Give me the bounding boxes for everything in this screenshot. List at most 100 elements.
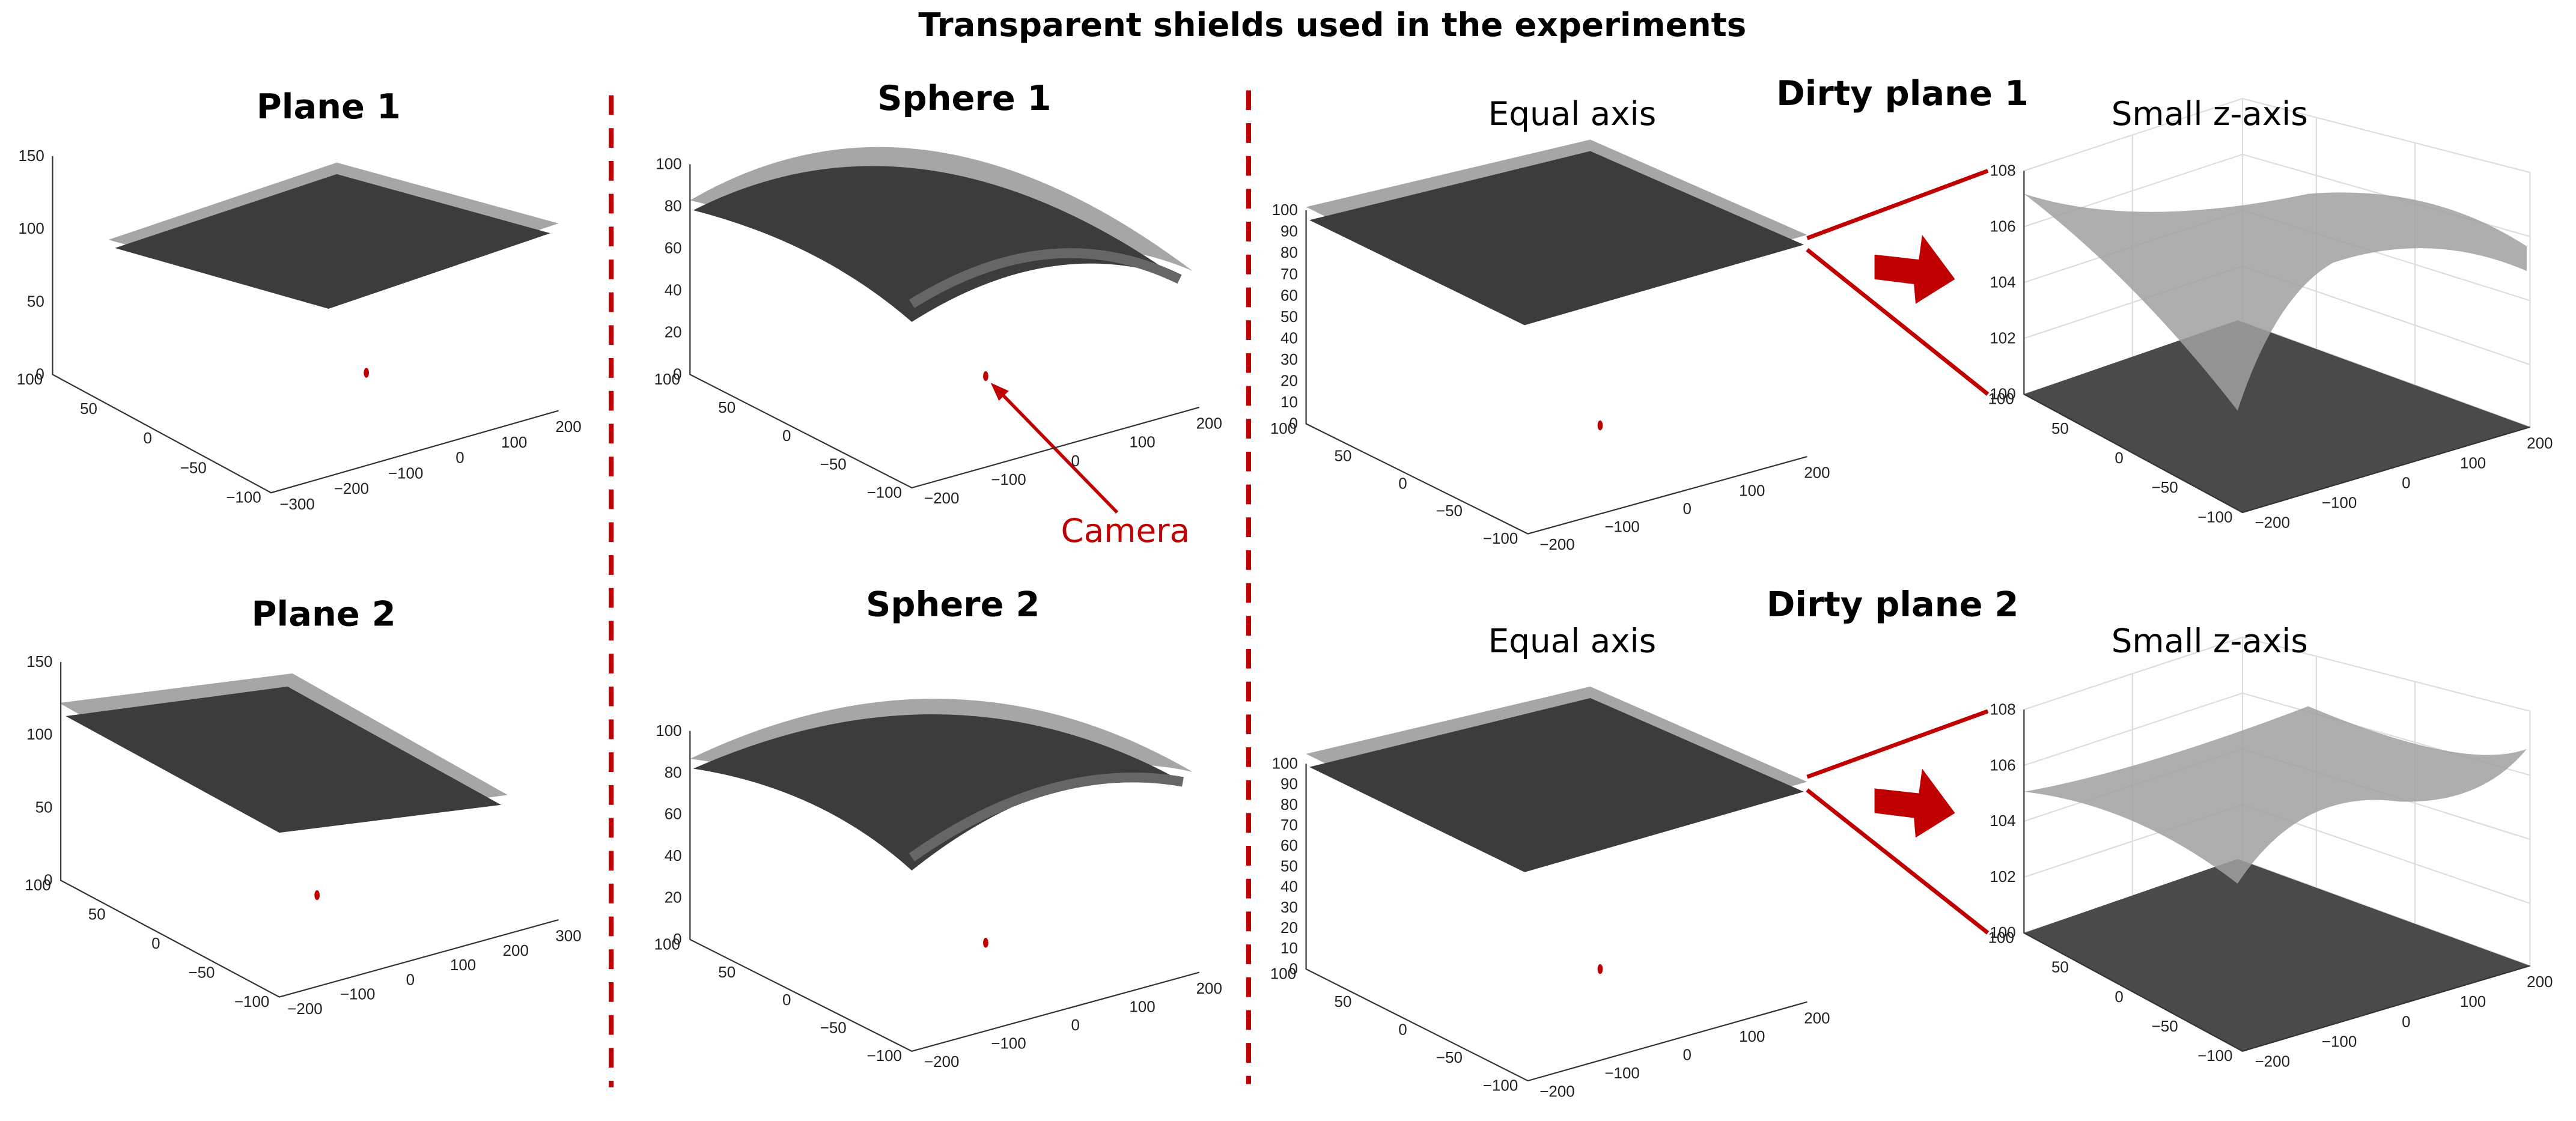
x-tick-label: 200	[503, 941, 529, 959]
axis-line	[52, 156, 559, 494]
z-tick-label: 100	[18, 219, 44, 237]
x-tick-label: −100	[991, 1034, 1026, 1053]
y-tick-label: 50	[1335, 992, 1352, 1010]
x-tick-label: −300	[279, 495, 314, 513]
y-tick-label: 0	[782, 427, 791, 445]
y-tick-label: −50	[1436, 1048, 1463, 1066]
z-tick-label: 150	[18, 147, 44, 165]
x-tick-label: 100	[1739, 481, 1765, 499]
x-tick-label: 100	[1129, 433, 1155, 451]
y-tick-label: 100	[17, 370, 43, 388]
figure-title: Transparent shields used in the experime…	[918, 5, 1746, 44]
panel-title: Dirty plane 2	[1767, 584, 2019, 624]
x-tick-label: −100	[991, 470, 1026, 488]
axis-line	[1305, 210, 1807, 535]
x-tick-label: 200	[1196, 979, 1222, 997]
axes-label: Equal axis	[1488, 621, 1657, 660]
z-tick-label: 20	[1280, 919, 1298, 937]
x-tick-label: 0	[406, 970, 415, 988]
x-tick-label: 200	[2527, 434, 2553, 452]
y-tick-label: −50	[2152, 478, 2178, 496]
z-tick-label: 0	[673, 365, 681, 383]
x-tick-label: 200	[1196, 415, 1222, 433]
z-tick-label: 50	[27, 292, 44, 310]
panel-title: Plane 1	[257, 87, 401, 127]
y-tick-label: 100	[654, 935, 680, 953]
x-tick-label: 100	[2460, 992, 2486, 1010]
z-tick-label: 0	[35, 365, 44, 383]
x-tick-label: 0	[2402, 474, 2410, 492]
camera-label: Camera	[1061, 511, 1190, 550]
z-tick-label: 40	[1280, 329, 1298, 347]
panel-title: Sphere 2	[866, 584, 1040, 624]
y-tick-label: 0	[782, 991, 791, 1009]
y-tick-label: −50	[188, 963, 215, 981]
z-tick-label: 30	[1280, 350, 1298, 368]
y-tick-label: 50	[80, 399, 97, 418]
axis-line	[1305, 764, 1807, 1082]
y-tick-label: 0	[2115, 449, 2123, 467]
annotations	[314, 169, 1990, 974]
y-tick-label: 100	[1270, 965, 1296, 983]
z-tick-label: 90	[1280, 222, 1298, 240]
z-tick-label: 50	[1280, 308, 1298, 326]
x-tick-label: 0	[1682, 1045, 1691, 1063]
z-tick-label: 104	[1990, 812, 2015, 830]
y-tick-label: −50	[180, 458, 207, 476]
y-tick-label: −100	[2197, 508, 2232, 526]
axis-line	[689, 731, 1200, 1052]
z-tick-label: 40	[1280, 878, 1298, 896]
y-tick-label: 50	[2051, 958, 2069, 976]
y-tick-label: 0	[143, 429, 151, 447]
y-tick-label: 0	[1398, 1020, 1407, 1038]
axes-label: Small z-axis	[2112, 94, 2308, 133]
y-tick-label: −50	[820, 455, 847, 473]
axis-line	[2023, 709, 2530, 1052]
x-tick-label: −200	[924, 1053, 960, 1071]
z-tick-label: 20	[665, 323, 682, 341]
z-tick-label: 80	[1280, 795, 1298, 813]
z-tick-label: 60	[1280, 286, 1298, 304]
z-tick-label: 0	[44, 871, 52, 889]
x-tick-label: −200	[2255, 514, 2291, 532]
x-tick-label: −100	[2322, 494, 2357, 512]
z-tick-label: 20	[1280, 372, 1298, 390]
x-tick-label: 100	[450, 956, 476, 974]
y-tick-label: −100	[866, 483, 902, 501]
z-tick-label: 40	[665, 281, 682, 299]
z-tick-label: 60	[665, 805, 682, 823]
y-tick-label: −50	[820, 1019, 847, 1037]
y-tick-label: −100	[234, 992, 269, 1010]
z-tick-label: 60	[665, 239, 682, 257]
z-tick-label: 60	[1280, 836, 1298, 854]
x-tick-label: 200	[1804, 464, 1830, 482]
z-tick-label: 30	[1280, 898, 1298, 916]
z-tick-label: 150	[26, 652, 52, 670]
x-tick-label: 0	[455, 449, 464, 467]
axis-line	[689, 164, 1200, 489]
x-tick-label: −200	[1539, 1082, 1575, 1100]
x-tick-label: 200	[1804, 1009, 1830, 1027]
z-tick-label: 102	[1990, 329, 2015, 347]
x-tick-label: −100	[2322, 1032, 2357, 1050]
x-tick-label: 200	[555, 418, 581, 436]
y-tick-label: −100	[226, 488, 261, 506]
z-tick-label: 20	[665, 889, 682, 907]
x-tick-label: 300	[555, 927, 581, 945]
x-tick-label: 0	[1071, 1016, 1079, 1034]
z-tick-label: 106	[1990, 217, 2015, 235]
y-tick-label: 100	[25, 876, 50, 894]
z-tick-label: 70	[1280, 816, 1298, 834]
z-tick-label: 40	[665, 846, 682, 864]
y-tick-label: −100	[1483, 1076, 1518, 1094]
axis-line	[2023, 171, 2530, 514]
x-tick-label: −200	[287, 1000, 322, 1018]
y-tick-label: −100	[866, 1047, 902, 1065]
z-tick-label: 100	[656, 722, 681, 740]
surfaces	[59, 139, 2530, 1051]
axes-label: Equal axis	[1488, 94, 1657, 133]
x-tick-label: 200	[2527, 973, 2553, 991]
z-tick-label: 108	[1990, 162, 2015, 180]
y-tick-label: 50	[88, 905, 106, 923]
